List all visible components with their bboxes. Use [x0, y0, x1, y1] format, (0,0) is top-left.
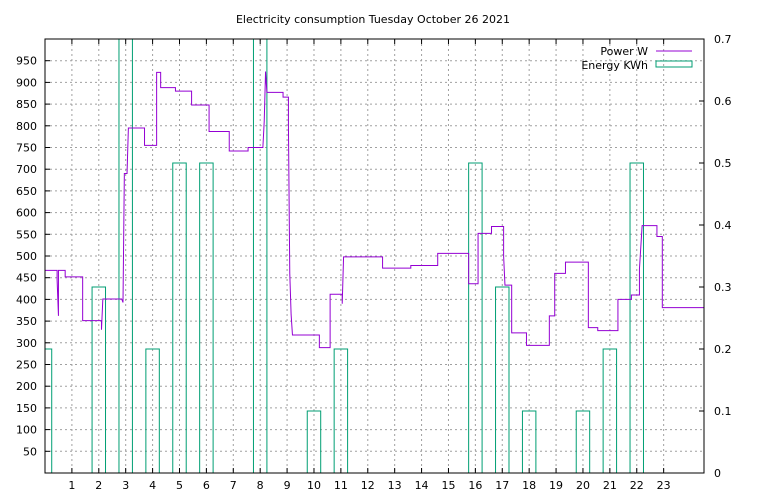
y2-tick-label: 0.2 — [714, 343, 732, 356]
x-tick-label: 18 — [522, 479, 536, 492]
energy-bar — [629, 162, 644, 473]
energy-bar — [145, 348, 160, 473]
energy-bar — [172, 162, 187, 473]
x-tick-label: 7 — [230, 479, 237, 492]
energy-bar — [306, 410, 322, 473]
y-tick-label: 50 — [23, 445, 37, 458]
x-tick-label: 22 — [630, 479, 644, 492]
axes: 1 2 3 4 5 6 7 8 9 10 11 12 13 14 15 16 17 18 19 20 21 22 23501… — [16, 33, 732, 492]
energy-bar — [91, 286, 107, 473]
y2-tick-label: 0.5 — [714, 157, 732, 170]
y-tick-label: 150 — [16, 402, 37, 415]
energy-bar — [468, 162, 483, 473]
y-tick-label: 750 — [16, 142, 37, 155]
y-tick-label: 600 — [16, 207, 37, 220]
y-tick-label: 500 — [16, 250, 37, 263]
energy-bar — [575, 410, 591, 473]
energy-bar — [521, 410, 537, 473]
y-tick-label: 550 — [16, 228, 37, 241]
x-tick-label: 1 — [68, 479, 75, 492]
x-tick-label: 16 — [468, 479, 482, 492]
x-tick-label: 17 — [495, 479, 509, 492]
x-tick-label: 20 — [576, 479, 590, 492]
y-tick-label: 850 — [16, 98, 37, 111]
x-tick-label: 23 — [657, 479, 671, 492]
x-tick-label: 11 — [334, 479, 348, 492]
x-tick-label: 19 — [549, 479, 563, 492]
y2-tick-label: 0.6 — [714, 95, 732, 108]
legend-label-energy: Energy KWh — [581, 59, 648, 72]
power-series — [45, 71, 704, 349]
legend-label-power: Power W — [600, 45, 648, 58]
x-tick-label: 15 — [441, 479, 455, 492]
y-tick-label: 250 — [16, 359, 37, 372]
energy-bar — [199, 162, 214, 473]
y2-tick-label: 0.1 — [714, 405, 732, 418]
y2-tick-label: 0.4 — [714, 219, 732, 232]
legend-swatch-energy — [655, 60, 693, 68]
y-tick-label: 100 — [16, 424, 37, 437]
x-tick-label: 8 — [257, 479, 264, 492]
y-tick-label: 650 — [16, 185, 37, 198]
y-tick-label: 700 — [16, 163, 37, 176]
y-tick-label: 400 — [16, 293, 37, 306]
y-tick-label: 950 — [16, 55, 37, 68]
x-tick-label: 10 — [307, 479, 321, 492]
energy-bar — [602, 348, 618, 473]
y-tick-label: 350 — [16, 315, 37, 328]
x-tick-label: 21 — [603, 479, 617, 492]
y-tick-label: 450 — [16, 272, 37, 285]
y-tick-label: 800 — [16, 120, 37, 133]
legend: Power W Energy KWh — [581, 45, 693, 72]
energy-bar — [495, 286, 510, 473]
y2-tick-label: 0.3 — [714, 281, 732, 294]
x-tick-label: 12 — [361, 479, 375, 492]
energy-series — [44, 38, 644, 473]
energy-bar — [44, 348, 53, 473]
grid — [45, 39, 704, 473]
y2-tick-label: 0 — [714, 467, 721, 480]
y-tick-label: 200 — [16, 380, 37, 393]
chart-title: Electricity consumption Tuesday October … — [236, 13, 510, 26]
x-tick-label: 2 — [95, 479, 102, 492]
energy-bar — [333, 348, 349, 473]
x-tick-label: 5 — [176, 479, 183, 492]
y2-tick-label: 0.7 — [714, 33, 732, 46]
x-tick-label: 13 — [388, 479, 402, 492]
power-line — [45, 71, 704, 349]
y-tick-label: 900 — [16, 76, 37, 89]
x-tick-label: 9 — [284, 479, 291, 492]
x-tick-label: 14 — [415, 479, 429, 492]
y-tick-label: 300 — [16, 337, 37, 350]
x-tick-label: 3 — [122, 479, 129, 492]
x-tick-label: 6 — [203, 479, 210, 492]
x-tick-label: 4 — [149, 479, 156, 492]
